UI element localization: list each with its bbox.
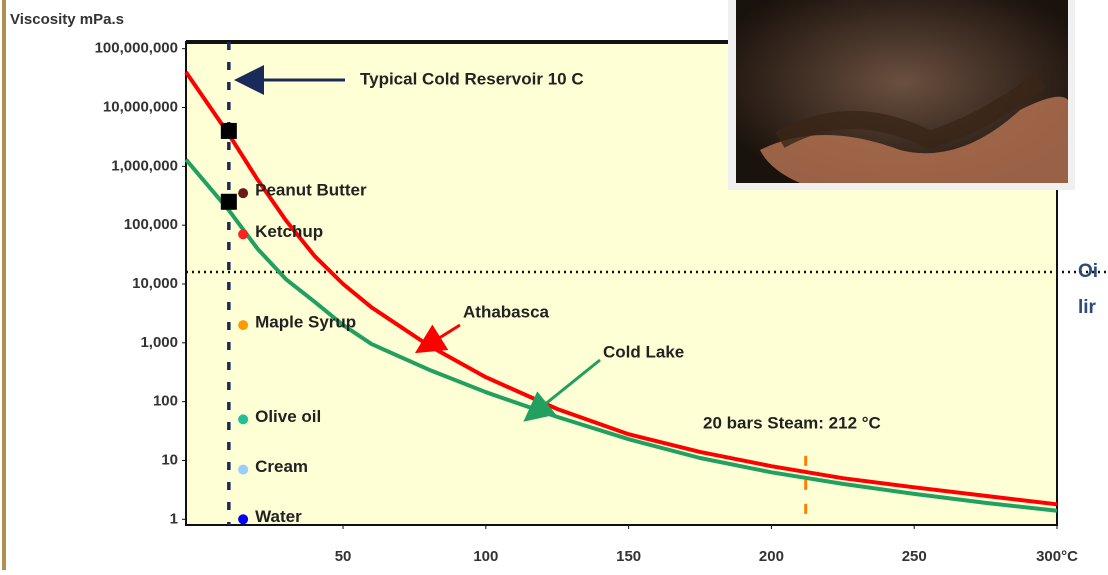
y-tick-label: 1,000,000 xyxy=(111,157,178,174)
y-tick-label: 100 xyxy=(153,393,178,410)
y-tick-label: 10 xyxy=(161,451,178,468)
y-axis-title: Viscosity mPa.s xyxy=(10,11,124,28)
reference-point xyxy=(238,414,249,425)
reference-point xyxy=(238,188,249,199)
marker-square xyxy=(220,122,237,139)
x-tick-label: 150 xyxy=(616,548,641,565)
reference-point xyxy=(238,320,249,331)
photo xyxy=(728,0,1075,190)
x-tick-label: 200 xyxy=(759,548,784,565)
series-line xyxy=(184,158,1058,513)
reference-label: Cream xyxy=(255,457,308,476)
reference-point xyxy=(238,514,249,525)
reference-label: Olive oil xyxy=(255,407,321,426)
y-tick-label: 100,000,000 xyxy=(95,40,178,57)
y-tick-label: 1,000 xyxy=(140,334,178,351)
x-tick-label: 300°C xyxy=(1036,548,1078,565)
reference-label: Water xyxy=(255,507,302,526)
oil-line-label: lir xyxy=(1078,297,1097,318)
series-label: Cold Lake xyxy=(603,342,684,361)
reference-label: Ketchup xyxy=(255,222,323,241)
y-tick-label: 10,000,000 xyxy=(103,98,178,115)
athabasca-arrow xyxy=(414,323,461,354)
reference-label: Peanut Butter xyxy=(255,181,367,200)
x-tick-label: 100 xyxy=(473,548,498,565)
series-line xyxy=(184,70,1058,507)
cold-lake-arrow xyxy=(523,358,601,422)
reference-point xyxy=(238,229,249,240)
steam-label: 20 bars Steam: 212 °C xyxy=(703,413,881,432)
marker-square xyxy=(220,193,237,210)
x-tick-label: 50 xyxy=(335,548,352,565)
reservoir-label: Typical Cold Reservoir 10 C xyxy=(360,69,584,88)
x-tick-label: 250 xyxy=(902,548,927,565)
page-border xyxy=(2,0,6,570)
y-tick-label: 100,000 xyxy=(124,216,178,233)
y-tick-label: 1 xyxy=(170,510,178,527)
y-tick-label: 10,000 xyxy=(132,275,178,292)
reference-point xyxy=(238,464,249,475)
series-label: Athabasca xyxy=(463,302,550,321)
reference-label: Maple Syrup xyxy=(255,313,356,332)
oil-line-label: Oi xyxy=(1078,261,1098,282)
